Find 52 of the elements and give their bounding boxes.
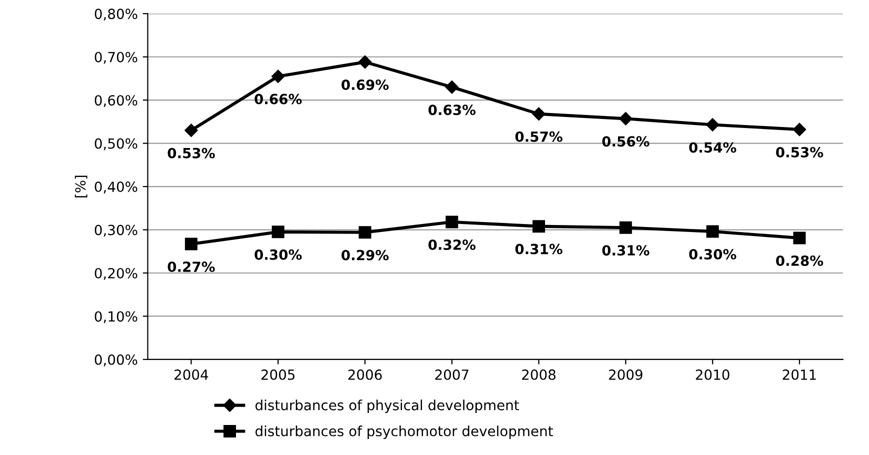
point [793,232,806,244]
point [446,216,458,228]
x-tick-label: 2007 [435,369,468,380]
data-label: 0.54% [689,142,736,153]
data-label: 0.56% [602,136,650,147]
data-label: 0.66% [254,94,302,104]
point [271,70,285,83]
y-tick-label: 0,20% [94,268,138,280]
data-label: 0.31% [515,244,562,254]
data-label: 0.69% [342,80,389,90]
x-tick-label: 2009 [609,369,642,380]
point [445,80,458,94]
point [619,112,632,126]
data-label: 0.63% [428,104,476,116]
point [358,226,372,239]
data-label: 0.53% [776,146,824,158]
legend-label: disturbances of psychomotor development [256,426,553,439]
x-tick-label: 2011 [782,369,816,380]
y-tick-label: 0,50% [94,138,138,150]
point [532,220,546,233]
y-tick-label: 0,00% [94,354,138,366]
y-tick-label: 0,10% [94,311,138,324]
point [792,122,806,136]
data-label: 0.31% [602,245,650,256]
y-tick-label: 0,70% [94,52,138,64]
legend-label: disturbances of physical development [256,400,520,414]
y-tick-label: 0,40% [94,182,138,194]
y-tick-label: 0,80% [94,8,138,21]
y-tick-label: 0,60% [94,95,138,107]
x-tick-label: 2008 [522,369,556,380]
point [184,124,198,137]
data-label: 0.29% [342,250,389,260]
point [532,107,546,121]
data-label: 0.30% [689,248,736,260]
point [184,238,198,250]
data-label: 0.28% [776,255,824,266]
data-label: 0.27% [168,262,215,272]
point [358,55,372,69]
x-tick-label: 2004 [174,369,208,380]
data-label: 0.53% [168,148,215,158]
data-label: 0.57% [515,131,562,142]
point [706,118,720,132]
point [272,226,284,238]
data-label: 0.30% [254,249,302,260]
x-tick-label: 2010 [696,369,730,380]
y-axis-title: [%] [74,176,88,198]
point [706,225,719,238]
data-label: 0.32% [428,239,476,250]
x-tick-label: 2005 [261,369,295,380]
x-tick-label: 2006 [348,369,382,380]
y-tick-label: 0,30% [94,224,138,237]
point [619,221,632,234]
